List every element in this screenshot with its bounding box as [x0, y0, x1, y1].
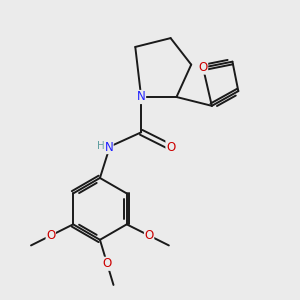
- Text: O: O: [166, 141, 175, 154]
- Text: H: H: [97, 141, 104, 151]
- Text: O: O: [145, 229, 154, 242]
- Text: O: O: [103, 257, 112, 270]
- Text: O: O: [46, 229, 56, 242]
- Text: N: N: [137, 91, 146, 103]
- Text: O: O: [198, 61, 208, 74]
- Text: N: N: [104, 141, 113, 154]
